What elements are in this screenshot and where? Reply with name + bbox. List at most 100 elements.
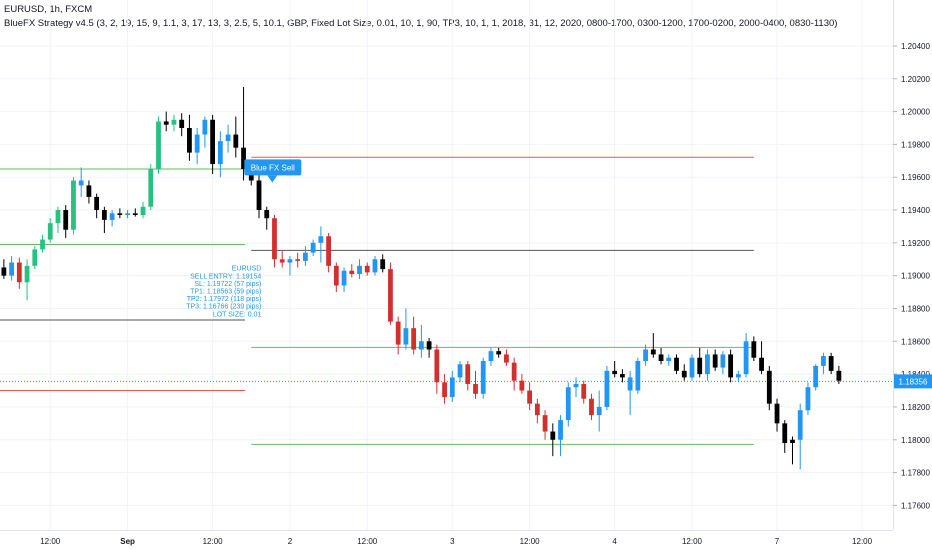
- signal-marker[interactable]: Blue FX Sell: [244, 159, 302, 183]
- candle-body: [411, 328, 417, 350]
- candle-body: [372, 259, 378, 273]
- price-tick-label: 1.19800: [901, 140, 930, 149]
- candle-body: [720, 354, 726, 368]
- price-tick-label: 1.17800: [901, 469, 930, 478]
- candle-body: [279, 259, 285, 263]
- candle-body: [364, 265, 370, 273]
- candle-body: [156, 121, 161, 170]
- candle-body: [101, 210, 107, 220]
- time-tick-label: 12:00: [357, 537, 378, 546]
- candle-body: [125, 213, 130, 215]
- candle-body: [1, 267, 7, 276]
- info-line: SL: 1.19722 (57 pips): [194, 281, 261, 288]
- candle-body: [171, 119, 177, 125]
- time-tick-label: 12:00: [40, 537, 61, 546]
- candle-body: [403, 328, 409, 345]
- candle-body: [589, 398, 594, 416]
- candle-body: [488, 351, 494, 361]
- symbol-title: EURUSD, 1h, FXCM: [4, 4, 93, 15]
- time-tick-label: Sep: [120, 537, 135, 546]
- candle-body: [504, 354, 509, 363]
- candle-body: [457, 364, 463, 378]
- candle-body: [194, 134, 200, 153]
- candle-body: [619, 374, 625, 378]
- candle-body: [774, 403, 780, 424]
- candle-body: [202, 119, 208, 135]
- candle-body: [712, 354, 718, 368]
- price-tick-label: 1.18000: [901, 436, 930, 445]
- candle-body: [140, 206, 146, 215]
- candle-body: [16, 262, 22, 283]
- candle-body: [357, 265, 362, 275]
- candle-body: [643, 349, 648, 361]
- candle-body: [705, 354, 710, 375]
- signal-label: Blue FX Sell: [251, 163, 295, 172]
- candle-body: [86, 185, 92, 197]
- candle-body: [442, 382, 447, 398]
- price-tick-label: 1.20400: [901, 42, 930, 51]
- candle-body: [650, 349, 656, 355]
- candle-body: [681, 370, 687, 378]
- candle-body: [47, 223, 53, 240]
- candle-body: [519, 380, 525, 391]
- candle-body: [751, 341, 757, 358]
- price-axis[interactable]: 1.20400 1.20200 1.20000 1.19800 1.19600 1.194…: [893, 0, 932, 530]
- price-tick-label: 1.18600: [901, 337, 930, 346]
- candle-body: [9, 262, 14, 276]
- candle-body: [496, 351, 502, 355]
- price-tick-label: 1.18200: [901, 403, 930, 412]
- candle-body: [71, 180, 76, 230]
- candle-body: [813, 365, 819, 388]
- candle-body: [32, 249, 38, 266]
- signal-pointer: [267, 175, 278, 183]
- candle-body: [542, 415, 548, 432]
- price-tick-label: 1.19600: [901, 173, 930, 182]
- signal-bubble: [244, 159, 302, 176]
- price-tick-label: 1.19000: [901, 272, 930, 281]
- candle-body: [395, 321, 401, 345]
- candle-body: [527, 390, 533, 404]
- candle-body: [349, 270, 355, 275]
- candle-body: [326, 236, 331, 266]
- candle-body: [565, 387, 571, 421]
- candle-body: [380, 259, 386, 270]
- time-tick-label: 12:00: [852, 537, 873, 546]
- candle-body: [179, 119, 185, 128]
- candle-body: [658, 354, 664, 361]
- candle-body: [225, 134, 231, 142]
- candle-body: [728, 354, 734, 378]
- time-tick-label: 2: [288, 537, 293, 546]
- time-tick-label: 3: [450, 537, 455, 546]
- candle-body: [256, 180, 262, 211]
- candle-body: [635, 360, 641, 391]
- candle-body: [674, 357, 679, 371]
- candle-body: [828, 356, 834, 371]
- time-tick-label: 12:00: [203, 537, 224, 546]
- info-line: TP1: 1.18563 (59 pips): [190, 289, 261, 296]
- info-line: LOT SIZE: 0.01: [213, 311, 262, 318]
- candle-body: [303, 252, 308, 261]
- candle-body: [766, 370, 772, 404]
- time-tick-label: 7: [775, 537, 780, 546]
- time-tick-label: 12:00: [520, 537, 541, 546]
- candle-body: [697, 357, 703, 375]
- candle-body: [666, 357, 672, 361]
- candle-body: [264, 210, 270, 219]
- price-tick-label: 1.19200: [901, 239, 930, 248]
- candle-body: [40, 239, 45, 250]
- candle-body: [24, 265, 30, 283]
- candle-body: [480, 360, 486, 394]
- trade-levels: [0, 156, 893, 445]
- price-tick-label: 1.18800: [901, 304, 930, 313]
- candle-body: [465, 364, 471, 384]
- candle-body: [449, 377, 455, 398]
- info-line: TP3: 1.16766 (239 pips): [186, 304, 261, 311]
- candle-body: [109, 213, 115, 220]
- time-axis[interactable]: 12:00 Sep 12:00 2 12:00 3 12:00 4 12:00 7 12:00: [0, 530, 893, 547]
- candle-body: [558, 420, 563, 440]
- price-tick-label: 1.19400: [901, 206, 930, 215]
- candle-body: [627, 377, 633, 391]
- candle-body: [689, 357, 695, 378]
